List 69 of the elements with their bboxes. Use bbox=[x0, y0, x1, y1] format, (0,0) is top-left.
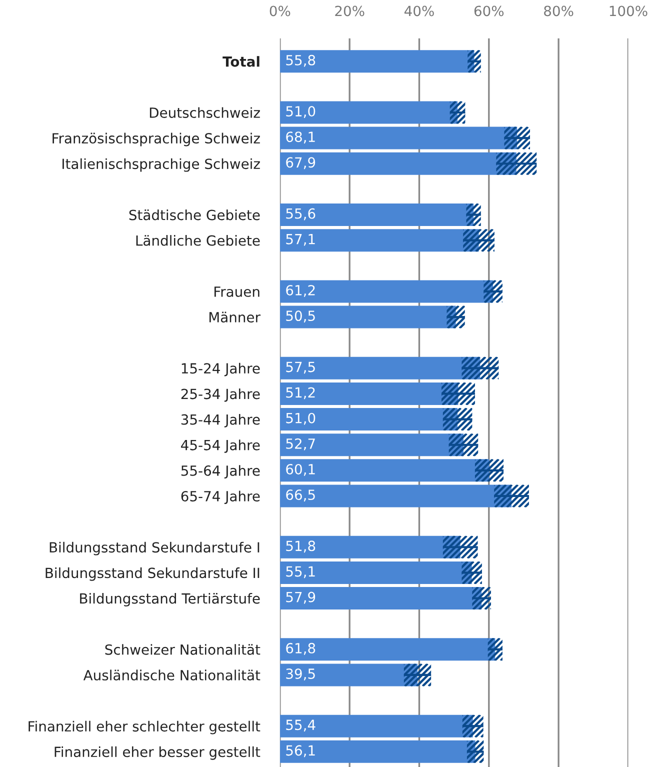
y-tick-label: Männer bbox=[209, 312, 260, 322]
data-label: 56,1 bbox=[286, 745, 315, 758]
bar bbox=[280, 587, 482, 610]
x-tick-label: 60% bbox=[474, 6, 504, 16]
y-tick-label: Frauen bbox=[214, 286, 260, 297]
y-tick-label: Bildungsstand Sekundarstufe I bbox=[50, 542, 260, 556]
y-tick-label: Bildungsstand Tertiärstufe bbox=[80, 592, 260, 606]
data-label: 51,2 bbox=[286, 387, 315, 400]
y-tick-label: Städtische Gebiete bbox=[129, 209, 260, 220]
x-tick-label: 100% bbox=[610, 6, 648, 16]
data-label: 50,5 bbox=[286, 310, 315, 322]
data-label: 51,0 bbox=[286, 412, 316, 425]
bar bbox=[280, 229, 479, 252]
data-label: 52,7 bbox=[286, 438, 315, 450]
bar bbox=[280, 204, 474, 226]
y-tick-label: Ländliche Gebiete bbox=[136, 235, 260, 246]
data-label: 61,2 bbox=[286, 284, 315, 297]
data-label: 61,8 bbox=[286, 642, 316, 655]
y-tick-label: Finanziell eher schlechter gestellt bbox=[28, 720, 260, 734]
bar bbox=[280, 306, 456, 328]
x-tick-label: 20% bbox=[335, 6, 364, 16]
bar bbox=[280, 434, 464, 456]
data-label: 57,5 bbox=[286, 362, 315, 374]
y-tick-label: Finanziell eher besser gestellt bbox=[54, 746, 260, 760]
data-label: 55,1 bbox=[286, 566, 315, 578]
bar bbox=[280, 382, 458, 405]
data-label: 51,8 bbox=[286, 540, 316, 553]
data-label: 66,5 bbox=[286, 490, 315, 502]
y-tick-label: 65-74 Jahre bbox=[181, 490, 260, 504]
bar bbox=[280, 484, 512, 508]
data-label: 55,6 bbox=[286, 208, 316, 220]
data-label: 55,8 bbox=[286, 54, 316, 67]
y-tick-label: 15-24 Jahre bbox=[182, 362, 260, 376]
bar bbox=[280, 664, 418, 686]
x-tick-label: 80% bbox=[544, 6, 574, 16]
y-tick-label: Total bbox=[222, 56, 260, 67]
bar bbox=[280, 740, 476, 763]
data-label: 55,4 bbox=[286, 720, 316, 732]
data-label: 57,1 bbox=[286, 234, 315, 246]
bar bbox=[280, 459, 490, 482]
y-tick-label: Italienischsprachige Schweiz bbox=[62, 158, 260, 172]
bar bbox=[280, 50, 474, 73]
bar bbox=[280, 280, 494, 303]
bar bbox=[280, 561, 472, 584]
bar bbox=[280, 638, 496, 661]
data-label: 60,1 bbox=[286, 464, 315, 476]
y-tick-label: Ausländische Nationalität bbox=[83, 670, 260, 680]
data-label: 39,5 bbox=[286, 668, 315, 680]
data-label: 57,9 bbox=[286, 592, 316, 604]
y-tick-label: 55-64 Jahre bbox=[181, 465, 260, 478]
bar bbox=[280, 536, 460, 558]
bar bbox=[280, 101, 458, 124]
data-label: 67,9 bbox=[286, 157, 316, 170]
y-tick-label: 45-54 Jahre bbox=[181, 440, 260, 453]
y-tick-label: 25-34 Jahre bbox=[181, 388, 260, 402]
y-tick-label: 35-44 Jahre bbox=[181, 414, 260, 428]
y-tick-label: Schweizer Nationalität bbox=[105, 644, 260, 655]
data-label: 51,0 bbox=[286, 106, 316, 118]
x-tick-label: 40% bbox=[404, 6, 434, 16]
bar bbox=[280, 126, 518, 150]
y-tick-label: Bildungsstand Sekundarstufe II bbox=[46, 567, 260, 581]
y-tick-label: Deutschschweiz bbox=[150, 107, 260, 118]
y-tick-label: Französischsprachige Schweiz bbox=[52, 132, 260, 146]
bar bbox=[280, 152, 516, 175]
bar bbox=[280, 408, 458, 431]
data-label: 68,1 bbox=[286, 132, 315, 144]
bar bbox=[280, 714, 473, 738]
bar bbox=[280, 356, 480, 380]
x-tick-label: 0% bbox=[270, 6, 290, 16]
